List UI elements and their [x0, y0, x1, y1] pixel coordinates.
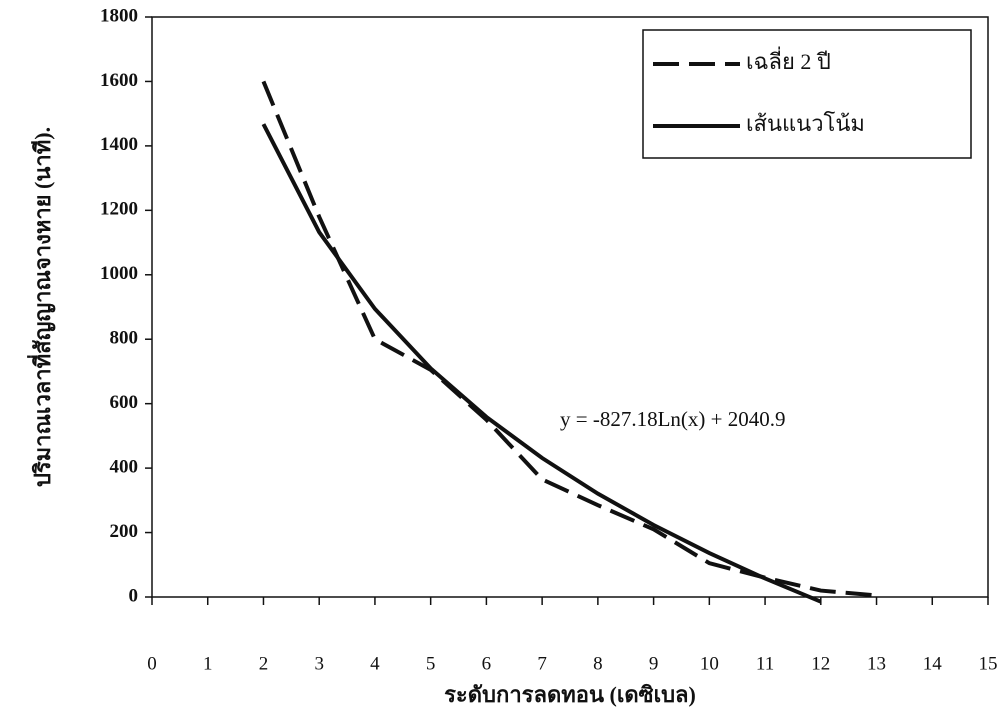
y-tick-label: 1200 [100, 199, 138, 220]
x-tick-label: 10 [700, 653, 719, 674]
legend-label: เส้นแนวโน้ม [746, 111, 865, 136]
x-tick-label: 4 [370, 653, 380, 674]
y-tick-label: 200 [110, 521, 139, 542]
x-tick-label: 6 [482, 653, 492, 674]
x-tick-label: 1 [203, 653, 213, 674]
legend-box [642, 29, 972, 159]
x-tick-label: 11 [756, 653, 774, 674]
x-tick-label: 7 [537, 653, 547, 674]
x-tick-label: 5 [426, 653, 436, 674]
legend-label: เฉลี่ย 2 ปี [746, 46, 831, 74]
x-tick-label: 12 [811, 653, 830, 674]
x-tick-label: 13 [867, 653, 886, 674]
x-tick-label: 15 [979, 653, 998, 674]
y-tick-label: 1400 [100, 134, 138, 155]
y-axis-label: ปริมาณเวลาที่สัญญาณจางหาย (นาที). [26, 127, 56, 487]
series-line [261, 80, 877, 598]
y-tick-label: 800 [110, 328, 139, 349]
x-tick-label: 3 [314, 653, 324, 674]
annotation: y = -827.18Ln(x) + 2040.9 [560, 407, 786, 431]
y-tick-label: 1800 [100, 5, 138, 26]
y-tick-label: 0 [129, 585, 139, 606]
y-tick-label: 1600 [100, 70, 138, 91]
x-tick-label: 8 [593, 653, 603, 674]
x-tick-label: 2 [259, 653, 269, 674]
y-tick-label: 1000 [100, 263, 138, 284]
y-tick-label: 400 [110, 456, 139, 477]
plot-frame [151, 16, 989, 598]
x-tick-label: 9 [649, 653, 659, 674]
x-tick-label: 0 [147, 653, 157, 674]
x-tick-label: 14 [923, 653, 943, 674]
y-tick-label: 600 [110, 392, 139, 413]
x-axis-label: ระดับการลดทอน (เดซิเบล) [444, 682, 696, 707]
series-line [261, 123, 822, 604]
